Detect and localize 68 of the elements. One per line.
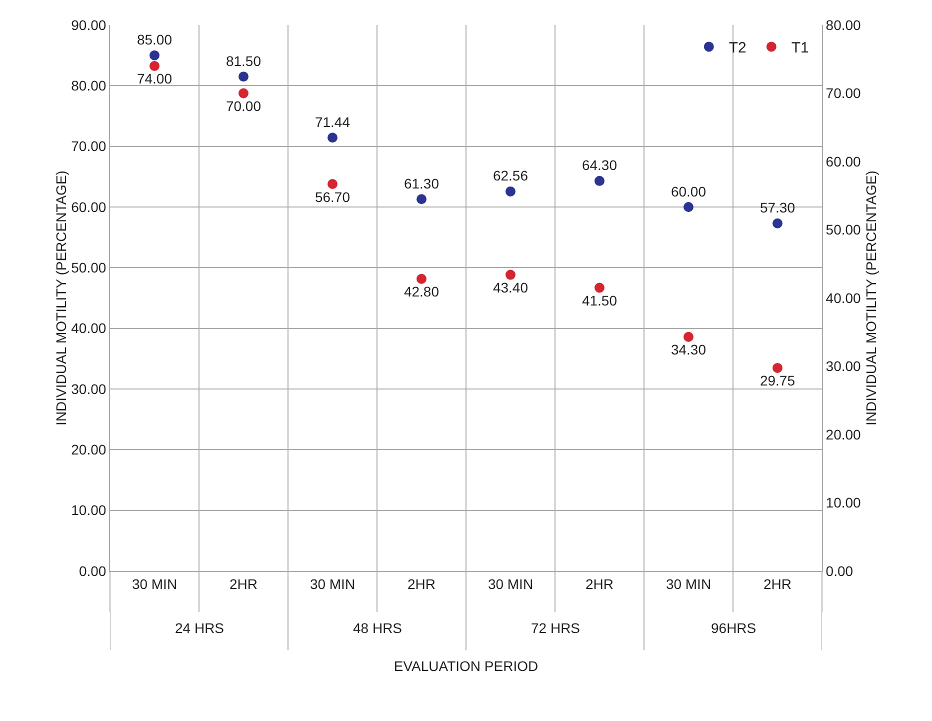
- point: [772, 362, 782, 373]
- x-tick-label: 2HR: [585, 576, 614, 592]
- y-tick-label: 80.00: [71, 78, 106, 94]
- point: [150, 60, 160, 71]
- text: 72 HRS: [531, 620, 580, 636]
- point: [684, 202, 694, 212]
- data-label: 81.50: [226, 52, 262, 69]
- point: [238, 88, 248, 98]
- point: [684, 332, 694, 342]
- x-tick-label: 30 MIN: [488, 576, 534, 592]
- y-tick-label: 10.00: [71, 502, 106, 518]
- y2-tick-label: 80.00: [826, 16, 862, 33]
- y2-tick-label: 40.00: [826, 290, 862, 306]
- x-tick-label: 30 MIN: [310, 576, 356, 592]
- data-label: 61.30: [404, 175, 440, 192]
- data-label: 62.56: [492, 168, 528, 184]
- data-label: 85.00: [136, 32, 172, 48]
- data-label: 42.80: [404, 284, 440, 300]
- y-tick-label: 90.00: [71, 16, 106, 33]
- y-tick-label: 40.00: [71, 320, 106, 336]
- y2-tick-label: 60.00: [826, 153, 862, 170]
- x-axis-title: EVALUATION PERIOD: [394, 658, 538, 674]
- y-axis-title: INDIVIDUAL MOTILITY (PERCENTAGE): [53, 170, 70, 426]
- y2-tick-label: 10.00: [826, 494, 862, 511]
- point: [594, 176, 604, 186]
- point: [416, 194, 426, 204]
- data-label: 60.00: [670, 183, 706, 200]
- y-tick-label: 30.00: [71, 380, 106, 397]
- x-tick-label: 2HR: [229, 576, 258, 592]
- x-tick-label: 2HR: [407, 576, 436, 592]
- point: [772, 218, 782, 228]
- y2-tick-label: 0.00: [826, 562, 854, 579]
- y-tick-label: 50.00: [71, 260, 106, 276]
- data-label: 56.70: [314, 188, 350, 205]
- y-tick-label: 70.00: [71, 138, 106, 154]
- y2-tick-label: 30.00: [826, 358, 862, 374]
- text: 48 HRS: [353, 620, 402, 636]
- point: [328, 132, 338, 143]
- y2-tick-label: 20.00: [826, 426, 862, 442]
- y-tick-label: 60.00: [71, 198, 106, 215]
- point: [328, 179, 338, 190]
- y2-tick-label: 50.00: [826, 222, 862, 238]
- point: [506, 186, 516, 196]
- y-tick-label: 20.00: [71, 442, 106, 458]
- data-label: 34.30: [670, 342, 706, 358]
- data-label: 57.30: [760, 200, 796, 216]
- point: [506, 270, 516, 280]
- x-tick-label: 30 MIN: [132, 576, 178, 592]
- point: [150, 50, 160, 60]
- legend-label: T1: [791, 40, 809, 57]
- data-label: 41.50: [582, 292, 618, 309]
- y-tick-label: 0.00: [78, 562, 106, 579]
- data-label: 71.44: [314, 114, 350, 130]
- y2-axis-title: INDIVIDUAL MOTILITY (PERCENTAGE): [863, 170, 880, 426]
- data-label: 29.75: [760, 372, 796, 389]
- y2-tick-label: 70.00: [826, 85, 862, 102]
- data-label: 74.00: [136, 70, 172, 87]
- point: [594, 282, 604, 293]
- data-label: 70.00: [226, 98, 262, 114]
- data-label: 43.40: [492, 280, 528, 296]
- text: 24 HRS: [175, 620, 224, 636]
- x-tick-label: 30 MIN: [666, 576, 712, 592]
- legend-label: T2: [728, 40, 746, 57]
- x-tick-label: 2HR: [763, 576, 792, 592]
- point: [238, 72, 248, 82]
- point: [416, 274, 426, 284]
- text: 96HRS: [711, 620, 756, 636]
- data-label: 64.30: [582, 157, 618, 174]
